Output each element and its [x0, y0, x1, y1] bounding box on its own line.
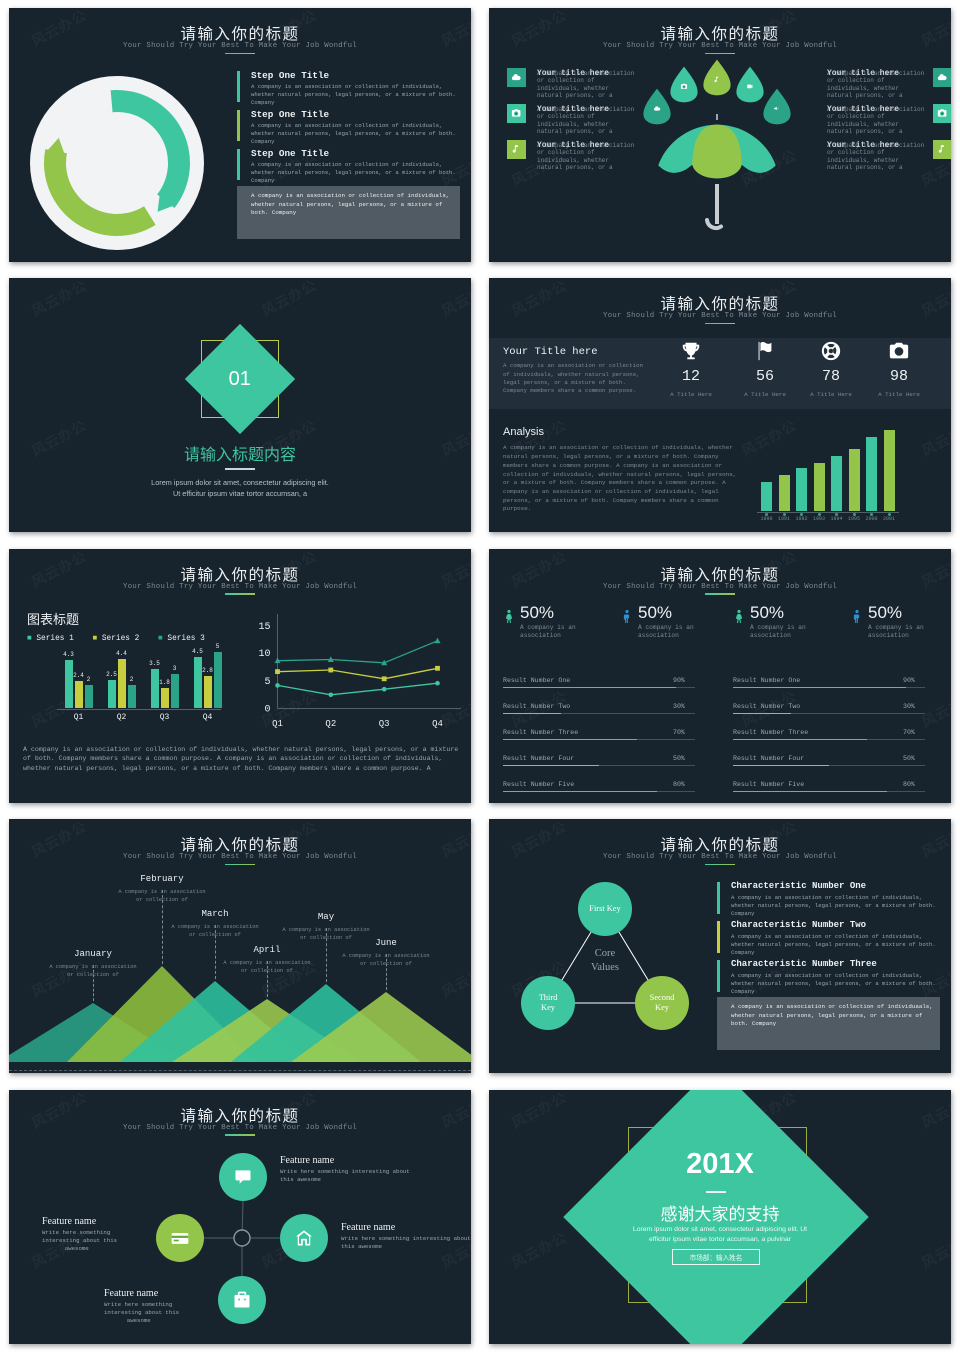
svg-text:Q1: Q1 — [272, 719, 283, 729]
svg-text:Q2: Q2 — [325, 719, 336, 729]
svg-text:5: 5 — [264, 677, 270, 688]
svg-text:0: 0 — [264, 704, 270, 715]
svg-text:10: 10 — [258, 649, 270, 660]
svg-text:15: 15 — [258, 622, 270, 633]
svg-text:Q4: Q4 — [432, 719, 443, 729]
svg-text:Q3: Q3 — [379, 719, 390, 729]
